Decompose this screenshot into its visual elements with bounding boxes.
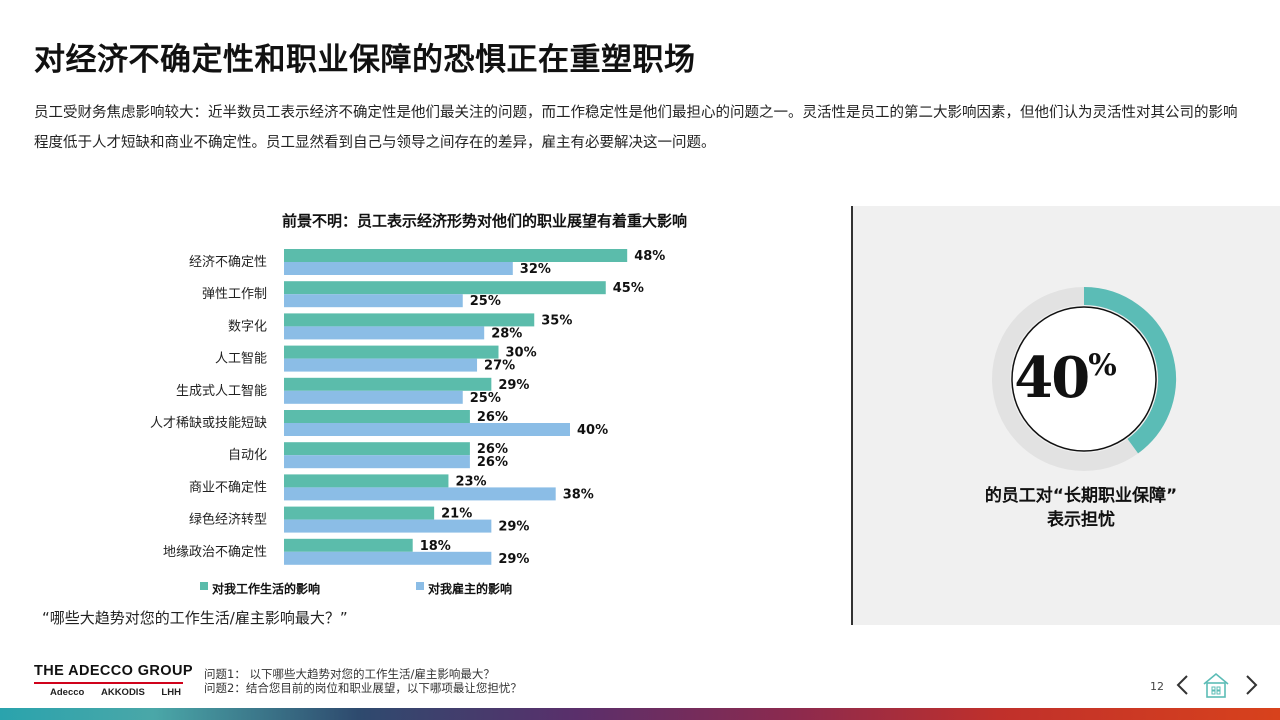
sub-brand-lhh: LHH [161,687,181,698]
bar-series-1 [284,506,435,520]
bar-series-1 [284,442,470,456]
chevron-right-icon-svg [1246,675,1258,695]
data-label-series-1: 29% [498,378,529,393]
bar-series-1 [284,249,628,262]
data-label-series-1: 48% [634,249,665,264]
donut-value-arc [1083,287,1176,454]
bar-series-2 [284,487,556,501]
bar-series-2 [284,294,463,308]
footnote-1: 问题1： 以下哪些大趋势对您的工作生活/雇主影响最大？ [204,667,495,681]
data-label-series-2: 25% [470,391,501,406]
bar-series-2 [284,519,492,533]
data-label-series-1: 26% [477,410,508,425]
footnote-2: 问题2：结合您目前的岗位和职业展望，以下哪项最让您担忧？ [204,681,522,695]
company-logo: THE ADECCO GROUP [34,663,193,679]
data-label-series-2: 32% [520,262,551,277]
home-icon-svg [1203,672,1229,698]
category-label: 人工智能 [215,352,267,367]
bar-series-1 [284,313,535,327]
bar-chart: 前景不明：员工表示经济形势对他们的职业展望有着重大影响 经济不确定性 48% 32%… [150,212,687,596]
chart-title: 前景不明：员工表示经济形势对他们的职业展望有着重大影响 [282,212,687,230]
category-label: 自动化 [228,448,267,463]
bar-series-2 [284,455,470,469]
data-label-series-1: 30% [506,346,537,361]
bar-series-2 [284,423,570,436]
data-label-series-2: 40% [577,423,608,438]
data-label-series-1: 45% [613,281,644,296]
bar-series-2 [284,390,463,404]
bar-series-2 [284,326,485,340]
category-label: 人才稀缺或技能短缺 [150,416,267,431]
footnotes: 问题1： 以下哪些大趋势对您的工作生活/雇主影响最大？ 问题2：结合您目前的岗位… [204,667,522,695]
category-label: 弹性工作制 [202,287,267,302]
legend-label-series-1: 对我工作生活的影响 [212,581,320,596]
stat-caption: 的员工对“长期职业保障” 表示担忧 [851,484,1280,532]
stat-value: 40% [851,345,1280,411]
bar-series-2 [284,262,513,275]
data-label-series-1: 26% [477,442,508,457]
category-label: 经济不确定性 [189,255,267,270]
sub-brand-logos: Adecco AKKODIS LHH [50,687,195,698]
data-label-series-2: 25% [470,294,501,309]
stat-panel [851,206,1280,625]
data-label-series-2: 28% [491,326,522,341]
data-label-series-2: 38% [563,487,594,502]
chevron-left-icon[interactable] [1170,671,1196,699]
logo-underline [34,682,183,684]
stat-caption-line-1: 的员工对“长期职业保障” [984,486,1178,506]
category-label: 数字化 [228,319,267,334]
data-label-series-2: 29% [498,552,529,567]
bar-series-1 [284,538,413,552]
data-label-series-1: 35% [541,313,572,328]
data-label-series-1: 23% [455,474,486,489]
page-title: 对经济不确定性和职业保障的恐惧正在重塑职场 [34,42,696,78]
bar-series-1 [284,474,449,488]
data-label-series-1: 18% [420,539,451,554]
category-label: 生成式人工智能 [176,384,267,399]
stat-caption-line-2: 表示担忧 [1047,510,1115,530]
donut-inner-circle [1011,306,1157,452]
page-number: 12 [1150,680,1164,693]
chart-legend: 对我工作生活的影响 对我雇主的影响 [200,581,512,596]
bar-series-1 [284,345,499,359]
legend-swatch-series-1 [200,582,208,590]
stat-percent-sign: % [1088,348,1117,383]
category-label: 地缘政治不确定性 [163,545,267,560]
bar-series-2 [284,551,492,565]
bar-series-1 [284,410,470,423]
survey-question: “哪些大趋势对您的工作生活/雇主影响最大？” [42,609,348,627]
legend-swatch-series-2 [416,582,424,590]
donut-chart [992,287,1176,471]
brand-gradient-bar [0,708,1280,720]
chevron-left-icon-svg [1176,675,1188,695]
stat-number: 40 [1014,345,1090,411]
data-label-series-2: 27% [484,359,515,374]
category-label: 商业不确定性 [189,480,267,495]
sub-brand-akkodis: AKKODIS [100,687,145,698]
bar-series-1 [284,377,492,391]
data-label-series-2: 29% [498,520,529,535]
bars-group: 经济不确定性 48%32%弹性工作制 45%25%数字化 35%28%人工智能 30%2… [150,249,665,567]
data-label-series-1: 21% [441,507,472,522]
bar-series-1 [284,281,606,295]
bar-series-2 [284,358,478,372]
intro-paragraph: 员工受财务焦虑影响较大：近半数员工表示经济不确定性是他们最关注的问题，而工作稳定… [34,105,1238,151]
category-label: 绿色经济转型 [189,512,267,528]
data-label-series-2: 26% [477,455,508,470]
home-icon[interactable] [1201,671,1229,699]
sub-brand-adecco: Adecco [50,687,85,698]
chevron-right-icon[interactable] [1238,671,1264,699]
legend-label-series-2: 对我雇主的影响 [428,581,512,596]
